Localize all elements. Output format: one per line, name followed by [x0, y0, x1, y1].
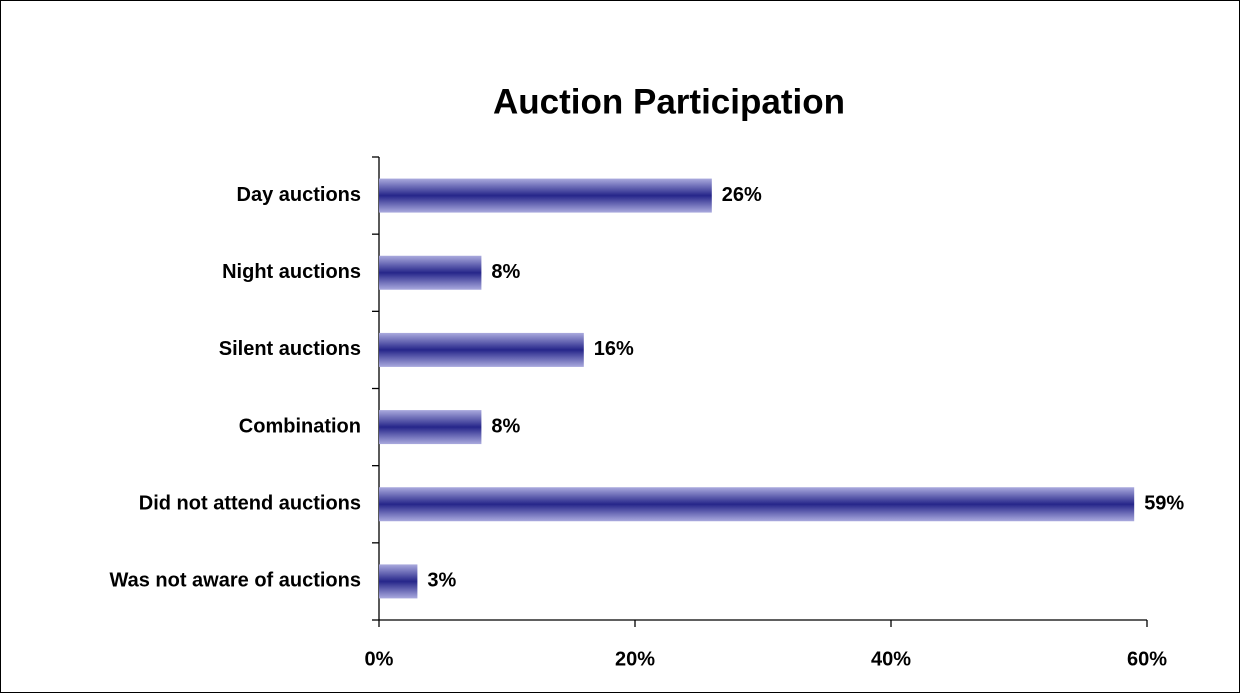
bar — [379, 410, 482, 445]
bar — [379, 564, 418, 599]
category-label: Was not aware of auctions — [109, 570, 361, 592]
data-label: 26% — [722, 184, 762, 206]
data-label: 8% — [491, 261, 520, 283]
category-label: Night auctions — [222, 261, 361, 283]
bar — [379, 487, 1135, 522]
category-label: Did not attend auctions — [139, 493, 361, 515]
data-label: 3% — [427, 570, 456, 592]
chart-title: Auction Participation — [493, 82, 845, 121]
data-label: 59% — [1144, 493, 1184, 515]
category-label: Silent auctions — [219, 338, 361, 360]
x-tick-label: 0% — [365, 648, 394, 670]
bar — [379, 178, 712, 213]
bar — [379, 332, 584, 367]
category-label: Day auctions — [237, 184, 361, 206]
x-tick-label: 40% — [871, 648, 911, 670]
category-label: Combination — [239, 415, 361, 437]
x-tick-label: 20% — [615, 648, 655, 670]
data-label: 16% — [594, 338, 634, 360]
data-label: 8% — [491, 415, 520, 437]
x-tick-label: 60% — [1127, 648, 1167, 670]
bar — [379, 255, 482, 290]
